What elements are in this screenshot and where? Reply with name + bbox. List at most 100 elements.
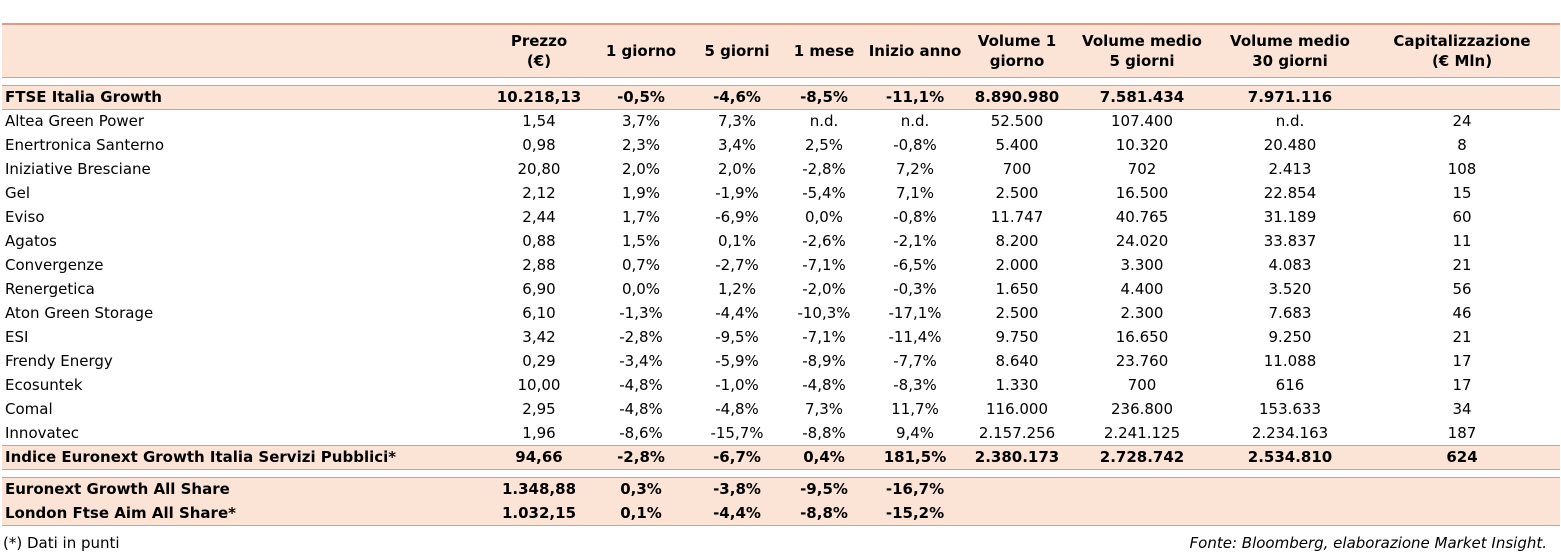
company-prezzo: 6,10 [522, 304, 556, 322]
summary-inizio-anno: -11,1% [864, 84, 966, 110]
company-1-giorno: 3,7% [621, 112, 661, 131]
company-capitalizzazione: 21 [1452, 328, 1472, 346]
header-prezzo: Prezzo (€) [486, 23, 592, 77]
company-5-giorni: -1,9% [715, 184, 759, 202]
company-volume-5: 10.320 [1115, 136, 1169, 154]
company-name: Comal [5, 400, 53, 418]
all-share-1-mese: -8,8% [784, 501, 864, 526]
index-volume-30: 2.534.810 [1216, 444, 1364, 470]
company-1-mese: -2,0% [802, 280, 846, 298]
company-volume-5: 3.300 [1120, 256, 1164, 274]
company-1-mese: -2,6% [802, 232, 846, 250]
company-volume-30: 616 [1275, 376, 1305, 394]
header-1-mese: 1 mese [784, 23, 864, 77]
company-volume-30: 2.234.163 [1251, 423, 1329, 442]
company-prezzo: 10,00 [517, 376, 561, 394]
company-volume-5: 16.500 [1115, 184, 1169, 202]
company-capitalizzazione: 60 [1452, 208, 1472, 226]
company-inizio-anno: -7,7% [893, 352, 937, 370]
all-share-prezzo: 1.032,15 [486, 501, 592, 526]
index-volume-5: 2.728.742 [1068, 444, 1216, 470]
summary-capitalizzazione [1364, 84, 1560, 110]
all-share-5-giorni: -3,8% [690, 476, 784, 501]
company-name: Gel [5, 184, 31, 202]
company-1-mese: -8,8% [802, 423, 846, 442]
company-5-giorni: 0,1% [717, 232, 757, 250]
table-row: Altea Green Power 1,54 3,7% 7,3% n.d. n.d. 52.… [2, 109, 1560, 133]
company-prezzo: 20,80 [517, 160, 561, 178]
company-prezzo: 1,54 [522, 112, 556, 131]
company-5-giorni: -4,8% [715, 400, 759, 418]
company-volume-1: 700 [1002, 160, 1032, 178]
summary-prezzo: 10.218,13 [486, 84, 592, 110]
company-name: Renergetica [5, 280, 95, 298]
company-inizio-anno: -2,1% [893, 232, 937, 250]
summary-name: FTSE Italia Growth [2, 84, 486, 110]
company-volume-1: 1.650 [995, 280, 1039, 298]
company-5-giorni: 3,4% [717, 136, 757, 154]
company-volume-30: 2.413 [1268, 160, 1312, 178]
company-1-giorno: -1,3% [619, 304, 663, 322]
company-volume-30: 11.088 [1263, 352, 1317, 370]
index-capitalizzazione: 624 [1364, 444, 1560, 470]
source-note: Fonte: Bloomberg, elaborazione Market In… [1189, 534, 1547, 552]
company-volume-5: 107.400 [1110, 112, 1174, 131]
company-volume-5: 700 [1127, 376, 1157, 394]
company-prezzo: 0,88 [522, 232, 556, 250]
company-inizio-anno: n.d. [900, 112, 930, 131]
company-inizio-anno: 7,1% [895, 184, 935, 202]
company-prezzo: 0,29 [522, 352, 556, 370]
company-volume-1: 5.400 [995, 136, 1039, 154]
company-capitalizzazione: 108 [1447, 160, 1477, 178]
company-name: Ecosuntek [5, 376, 83, 394]
company-1-mese: n.d. [809, 112, 839, 131]
company-volume-1: 2.157.256 [978, 423, 1056, 442]
spacer-row [2, 76, 1560, 85]
company-capitalizzazione: 17 [1452, 352, 1472, 370]
company-volume-30: 3.520 [1268, 280, 1312, 298]
company-1-giorno: 2,0% [621, 160, 661, 178]
company-1-mese: -10,3% [797, 304, 851, 322]
company-name: Aton Green Storage [5, 304, 154, 322]
company-5-giorni: -2,7% [715, 256, 759, 274]
table-header-row: Prezzo (€) 1 giorno 5 giorni 1 mese Inizi… [2, 23, 1560, 77]
company-volume-5: 16.650 [1115, 328, 1169, 346]
table-row: Innovatec 1,96 -8,6% -15,7% -8,8% 9,4% 2.157.2… [2, 421, 1560, 445]
all-share-inizio-anno: -15,2% [864, 501, 966, 526]
company-volume-30: 9.250 [1268, 328, 1312, 346]
company-name: Agatos [5, 232, 57, 250]
all-share-1-giorno: 0,1% [592, 501, 690, 526]
company-prezzo: 3,42 [522, 328, 556, 346]
company-prezzo: 2,88 [522, 256, 556, 274]
summary-row: FTSE Italia Growth 10.218,13 -0,5% -4,6%… [2, 84, 1560, 110]
header-volume-1-giorno: Volume 1 giorno [966, 23, 1068, 77]
company-1-giorno: 1,5% [621, 232, 661, 250]
footnote: (*) Dati in punti [3, 534, 120, 552]
company-1-giorno: -3,4% [619, 352, 663, 370]
company-prezzo: 2,44 [522, 208, 556, 226]
table-row: ESI 3,42 -2,8% -9,5% -7,1% -11,4% 9.750 16.650 9… [2, 325, 1560, 349]
header-5-giorni: 5 giorni [690, 23, 784, 77]
all-share-row: Euronext Growth All Share 1.348,88 0,3% … [2, 476, 1560, 501]
company-1-mese: -5,4% [802, 184, 846, 202]
header-volume-medio-30-giorni: Volume medio 30 giorni [1216, 23, 1364, 77]
header-capitalizzazione: Capitalizzazione (€ Mln) [1364, 23, 1560, 77]
index-volume-1: 2.380.173 [966, 444, 1068, 470]
header-name [2, 23, 486, 77]
company-volume-30: 22.854 [1263, 184, 1317, 202]
table-row: Comal 2,95 -4,8% -4,8% 7,3% 11,7% 116.000 236.8… [2, 397, 1560, 421]
company-1-giorno: 0,7% [621, 256, 661, 274]
company-capitalizzazione: 21 [1452, 256, 1472, 274]
spacer-row [2, 469, 1560, 477]
company-inizio-anno: 7,2% [895, 160, 935, 178]
company-volume-30: n.d. [1275, 112, 1305, 131]
company-volume-1: 2.500 [995, 184, 1039, 202]
table-row: Renergetica 6,90 0,0% 1,2% -2,0% -0,3% 1.650 4.… [2, 277, 1560, 301]
company-name: Iniziative Bresciane [5, 160, 151, 178]
company-1-mese: 0,0% [804, 208, 844, 226]
company-name: Eviso [5, 208, 45, 226]
company-volume-1: 8.640 [995, 352, 1039, 370]
company-volume-1: 8.200 [995, 232, 1039, 250]
all-share-5-giorni: -4,4% [690, 501, 784, 526]
performance-table: Prezzo (€) 1 giorno 5 giorni 1 mese Inizi… [2, 23, 1560, 526]
